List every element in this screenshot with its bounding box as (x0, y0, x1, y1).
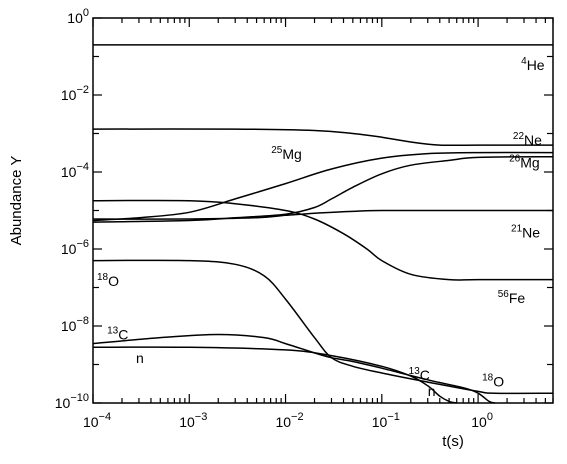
series-line-25Mg (92, 151, 554, 222)
curve-label-21Ne: 21Ne (511, 223, 540, 240)
series-line-22Ne (92, 128, 553, 147)
curve-label-13C: 13C (107, 325, 128, 342)
plot-frame (92, 17, 554, 404)
x-tick-label: 10−1 (372, 411, 400, 430)
curve-label-18O: 18O (482, 372, 504, 389)
series-line-13C (92, 333, 496, 404)
tick-labels-layer: 10−4 10−3 10−2 10−1 100 100 10−2 10−4 10−6 10−8 10… (55, 7, 493, 430)
curve-label-18O: 18O (97, 272, 119, 289)
y-axis-label: Abundance Y (8, 156, 25, 246)
curves-layer (92, 44, 554, 404)
curve-label-25Mg: 25Mg (271, 145, 302, 162)
x-tick-label: 10−2 (275, 411, 303, 430)
ticks-layer (92, 17, 554, 404)
y-tick-label: 10−6 (61, 238, 89, 257)
curve-label-n: n (428, 383, 436, 399)
y-tick-label: 10−4 (61, 161, 89, 180)
series-line-56Fe (92, 199, 553, 281)
curve-label-n: n (136, 350, 144, 366)
y-tick-label: 100 (67, 7, 89, 26)
curve-label-13C: 13C (409, 366, 430, 383)
curve-label-22Ne: 22Ne (513, 131, 542, 148)
series-line-21Ne (92, 209, 553, 220)
series-line-n (92, 346, 457, 404)
x-tick-label: 10−3 (179, 411, 207, 430)
curve-label-26Mg: 26Mg (509, 154, 540, 171)
x-axis-label: t(s) (442, 433, 464, 450)
y-tick-label: 10−2 (61, 84, 89, 103)
curve-label-4He: 4He (521, 56, 545, 73)
curve-label-56Fe: 56Fe (498, 289, 526, 306)
x-tick-label: 100 (471, 411, 493, 430)
y-tick-label: 10−10 (55, 392, 89, 411)
y-tick-label: 10−8 (61, 315, 89, 334)
x-tick-label: 10−4 (83, 411, 111, 430)
